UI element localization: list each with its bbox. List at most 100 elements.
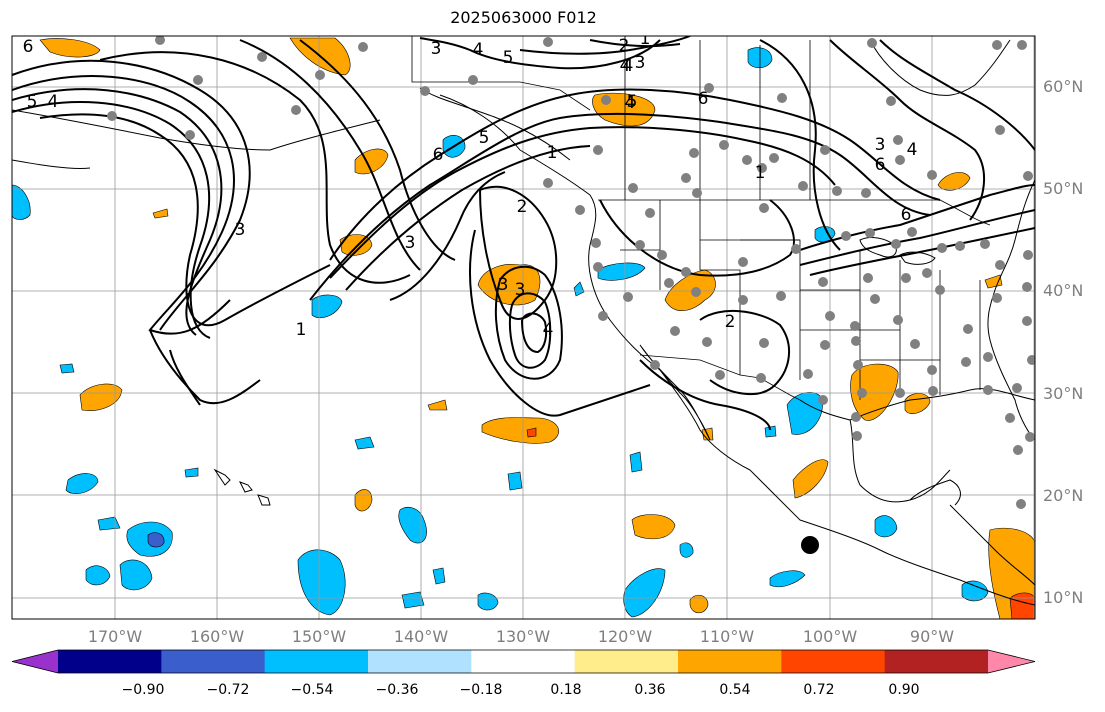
colorbar-tick-label: 0.72 [803, 682, 835, 698]
lat-label: 10°N [1043, 588, 1084, 607]
colorbar-tick-label: 0.90 [888, 682, 920, 698]
negative-area [573, 281, 585, 297]
contour-label: 1 [640, 29, 651, 49]
positive-area [39, 38, 101, 58]
colorbar-tick-label: 0.18 [550, 682, 582, 698]
colorbar-bin [58, 650, 162, 673]
contour-label: 5 [479, 128, 490, 148]
lon-label: 90°W [909, 627, 955, 646]
positive-area [79, 383, 123, 411]
negative-area [432, 567, 446, 585]
lon-label: 160°W [189, 627, 245, 646]
lat-label: 50°N [1043, 179, 1084, 198]
colorbar-bin [884, 650, 989, 673]
colorbar-tick-label: −0.90 [121, 682, 165, 698]
negative-area [401, 591, 425, 609]
colorbar-tick-label: −0.72 [206, 682, 250, 698]
map-title: 2025063000 F012 [450, 8, 597, 27]
negative-area [764, 425, 777, 438]
contour-label: 1 [547, 143, 558, 163]
lon-label: 150°W [291, 627, 347, 646]
negative-area [629, 451, 643, 473]
contour-label: 5 [503, 48, 514, 68]
positive-area [664, 269, 716, 311]
contour-label: 4 [48, 92, 59, 112]
contour-label: 4 [473, 40, 484, 60]
negative-area [354, 436, 375, 450]
negative-area [477, 592, 499, 611]
contour-label: 2 [619, 36, 630, 56]
contour-label: 6 [23, 37, 34, 57]
contour-label: 5 [27, 92, 38, 112]
negative-area [297, 549, 346, 616]
lat-label: 20°N [1043, 486, 1084, 505]
negative-area [311, 294, 343, 319]
negative-area [623, 568, 666, 618]
positive-area [689, 594, 709, 614]
station-markers [107, 36, 1035, 509]
colorbar-bin [161, 650, 266, 673]
contour-label: 4 [625, 93, 636, 113]
negative-area [85, 565, 111, 586]
colorbar-extend-low [12, 650, 58, 673]
colorbar-bin [471, 650, 576, 673]
colorbar-bin [368, 650, 472, 673]
strong-positive-area [526, 427, 537, 438]
anomaly-shading [12, 37, 1035, 619]
negative-area [961, 580, 989, 602]
positive-area [152, 208, 169, 219]
colorbar-tick-label: −0.18 [459, 682, 503, 698]
colorbar [11, 649, 1036, 674]
negative-area [184, 467, 199, 478]
colorbar-tick-label: −0.36 [375, 682, 419, 698]
contour-label: 1 [755, 163, 766, 183]
negative-area [679, 542, 694, 558]
colorbar-extend-high [988, 650, 1035, 673]
contour-label: 6 [875, 155, 886, 175]
contour-label: 6 [433, 145, 444, 165]
contour-label: 6 [698, 89, 709, 109]
strong-negative-area [147, 532, 165, 548]
positive-area [481, 417, 559, 444]
contour-label: 2 [725, 312, 736, 332]
positive-area [631, 514, 676, 540]
lon-label: 100°W [802, 627, 858, 646]
storm-marker [801, 536, 819, 554]
negative-area [59, 363, 75, 374]
negative-area [398, 507, 427, 544]
contour-label: 4 [543, 320, 554, 340]
lon-label: 110°W [699, 627, 755, 646]
colorbar-tick-label: 0.54 [719, 682, 751, 698]
contour-label: 3 [405, 233, 416, 253]
contour-label: 3 [235, 220, 246, 240]
positive-area [850, 363, 899, 421]
height-contours [12, 36, 1035, 431]
lon-label: 140°W [393, 627, 449, 646]
contour-label: 4 [907, 140, 918, 160]
lon-label: 170°W [87, 627, 143, 646]
contour-label: 6 [901, 205, 912, 225]
positive-area [427, 399, 448, 411]
lat-label: 40°N [1043, 281, 1084, 300]
contour-label: 4 [620, 56, 631, 76]
negative-area [507, 471, 523, 491]
colorbar-tick-label: −0.54 [290, 682, 334, 698]
contour-label: 1 [296, 320, 307, 340]
negative-area [769, 570, 806, 588]
contour-label: 3 [875, 135, 886, 155]
lat-label: 60°N [1043, 77, 1084, 96]
map-frame [11, 35, 1036, 620]
negative-area [97, 516, 121, 531]
contour-label: 3 [431, 39, 442, 59]
positive-area [984, 274, 1003, 289]
colorbar-tick-label: 0.36 [634, 682, 666, 698]
negative-area [874, 515, 898, 538]
positive-area [477, 264, 541, 306]
contour-label: 5 [627, 92, 638, 112]
colorbar-outline [11, 649, 1036, 674]
negative-area [597, 262, 646, 281]
positive-area [937, 172, 971, 191]
lon-label: 120°W [597, 627, 653, 646]
colorbar-bin [781, 650, 886, 673]
